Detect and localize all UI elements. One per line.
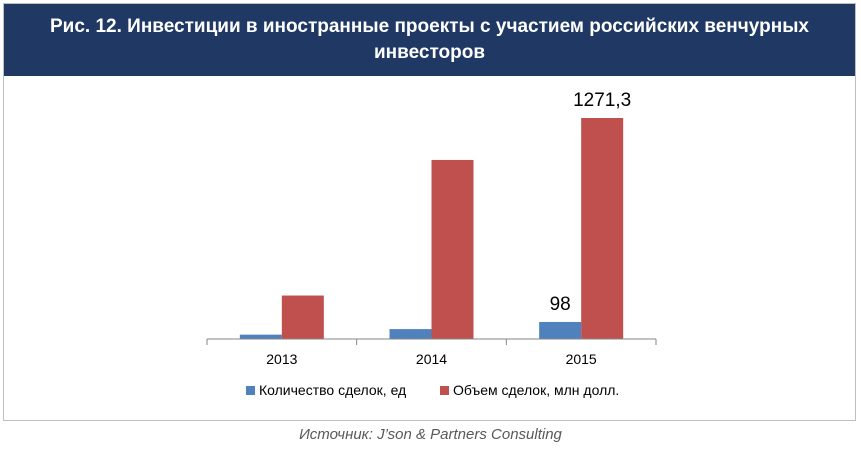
chart-title: Рис. 12. Инвестиции в иностранные проект… xyxy=(4,4,855,76)
bar-count-2013 xyxy=(239,334,282,339)
bar-volume-2015 xyxy=(581,118,624,339)
legend-swatch-count xyxy=(246,386,255,395)
data-label-volume-2015: 1271,3 xyxy=(573,90,631,111)
bar-volume-2014 xyxy=(431,159,474,339)
x-tick-label-2014: 2014 xyxy=(416,351,447,367)
x-tick-label-2013: 2013 xyxy=(266,351,297,367)
legend-label-volume: Объем сделок, млн долл. xyxy=(453,382,619,398)
bar-count-2014 xyxy=(389,329,432,339)
legend-label-count: Количество сделок, ед xyxy=(259,382,406,398)
data-label-count-2015: 98 xyxy=(550,294,571,315)
x-tick-label-2015: 2015 xyxy=(566,351,597,367)
chart-frame: Рис. 12. Инвестиции в иностранные проект… xyxy=(3,3,856,421)
bar-volume-2013 xyxy=(281,295,324,339)
legend-swatch-volume xyxy=(440,386,449,395)
bar-count-2015 xyxy=(539,321,582,339)
source-note: Источник: J’son & Partners Consulting xyxy=(299,426,562,443)
